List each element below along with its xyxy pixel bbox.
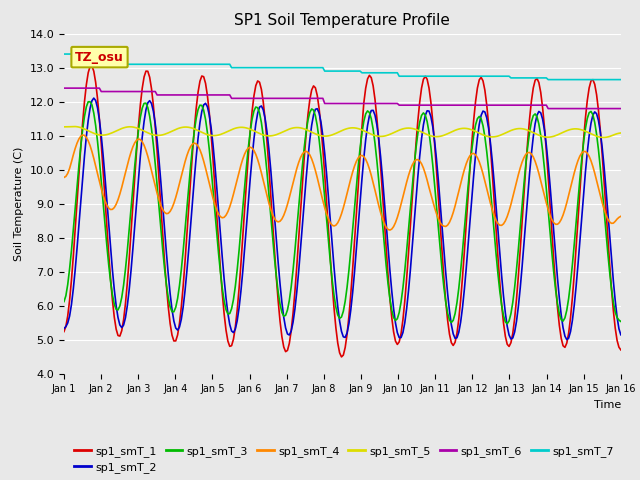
Title: SP1 Soil Temperature Profile: SP1 Soil Temperature Profile xyxy=(234,13,451,28)
Legend: sp1_smT_1, sp1_smT_2, sp1_smT_3, sp1_smT_4, sp1_smT_5, sp1_smT_6, sp1_smT_7: sp1_smT_1, sp1_smT_2, sp1_smT_3, sp1_smT… xyxy=(70,441,618,478)
X-axis label: Time: Time xyxy=(593,400,621,409)
Text: TZ_osu: TZ_osu xyxy=(75,51,124,64)
Y-axis label: Soil Temperature (C): Soil Temperature (C) xyxy=(14,147,24,261)
